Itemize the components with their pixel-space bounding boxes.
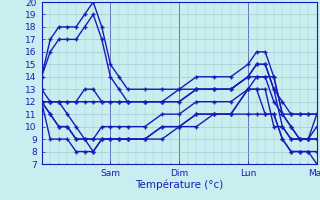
- X-axis label: Température (°c): Température (°c): [135, 179, 223, 190]
